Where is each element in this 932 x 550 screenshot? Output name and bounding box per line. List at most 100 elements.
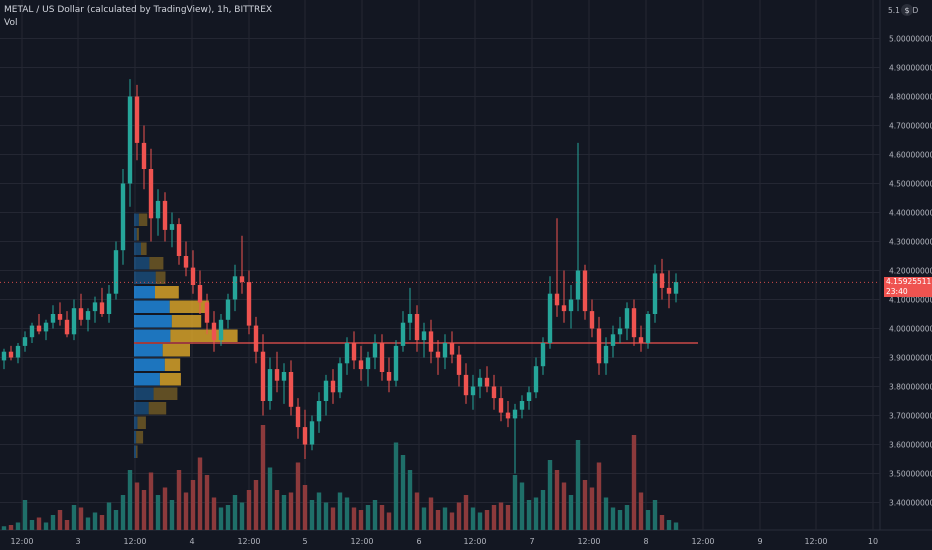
candle xyxy=(120,169,126,265)
candle xyxy=(596,316,602,375)
volume-bar xyxy=(337,492,343,530)
candle-body xyxy=(253,325,259,352)
candle-body xyxy=(666,287,672,294)
volume-bar xyxy=(1,526,7,530)
volume-bar xyxy=(176,470,182,530)
volume-bar xyxy=(666,520,672,530)
candle-body xyxy=(442,343,448,358)
volume-bar xyxy=(323,502,329,530)
profile-row-up xyxy=(134,416,138,429)
volume-legend[interactable]: Vol xyxy=(4,18,18,28)
candle xyxy=(113,241,119,300)
profile-row-up xyxy=(134,445,137,458)
volume-bar xyxy=(358,510,364,530)
candle-body xyxy=(365,357,371,370)
price-tick-label: 3.70000000 xyxy=(889,412,932,421)
volume-bar xyxy=(246,490,252,530)
volume-bar xyxy=(120,495,126,530)
candle xyxy=(1,348,7,370)
volume-bar xyxy=(673,522,679,530)
candle-body xyxy=(540,343,546,367)
volume-bar xyxy=(288,492,294,530)
candle xyxy=(197,270,203,314)
volume-bar xyxy=(274,490,280,530)
volume-bar xyxy=(470,507,476,530)
candle xyxy=(533,357,539,399)
volume-bar xyxy=(456,502,462,530)
profile-row-down xyxy=(162,344,190,357)
candle-body xyxy=(505,412,511,419)
profile-row-up xyxy=(134,344,163,357)
candle xyxy=(127,79,133,207)
price-tick-label: 4.80000000 xyxy=(889,93,932,102)
volume-bar xyxy=(442,507,448,530)
time-tick-label: 4 xyxy=(189,537,194,546)
volume-bar xyxy=(351,507,357,530)
volume-bar xyxy=(316,492,322,530)
candle xyxy=(414,305,420,352)
candle-body xyxy=(22,337,28,346)
candle-body xyxy=(652,273,658,314)
candle xyxy=(344,337,350,375)
candle-body xyxy=(400,322,406,346)
volume-bar xyxy=(43,522,49,530)
candle-body xyxy=(617,328,623,335)
volume-bar xyxy=(428,497,434,530)
candle-body xyxy=(1,351,7,361)
volume-bar xyxy=(596,462,602,530)
volume-bar xyxy=(309,500,315,530)
candle-body xyxy=(589,311,595,329)
candle-body xyxy=(372,343,378,358)
symbol-legend[interactable]: METAL / US Dollar (calculated by Trading… xyxy=(4,5,273,15)
price-tick-label: 3.50000000 xyxy=(889,470,932,479)
profile-row-up xyxy=(134,286,155,299)
volume-bar xyxy=(435,510,441,530)
candle-body xyxy=(596,328,602,364)
profile-row-down xyxy=(149,257,164,270)
profile-row-down xyxy=(164,358,181,371)
volume-bar xyxy=(652,500,658,530)
candle-body xyxy=(414,314,420,341)
profile-row-up xyxy=(134,228,137,241)
volume-bar xyxy=(281,495,287,530)
volume-bar xyxy=(232,495,238,530)
candle-body xyxy=(246,282,252,326)
candle xyxy=(239,235,245,294)
profile-row-down xyxy=(138,213,148,226)
candle-body xyxy=(288,372,294,407)
price-tick-label: 3.90000000 xyxy=(889,354,932,363)
time-tick-label: 12:00 xyxy=(691,537,714,546)
profile-row-up xyxy=(134,358,165,371)
volume-bar xyxy=(127,470,133,530)
volume-bar xyxy=(15,522,21,530)
candle-body xyxy=(225,299,231,320)
candle-body xyxy=(302,427,308,445)
candle xyxy=(260,334,266,416)
candle xyxy=(22,331,28,352)
profile-row-down xyxy=(148,402,167,415)
candle-body xyxy=(645,314,651,343)
candle-body xyxy=(78,308,84,320)
candle xyxy=(463,363,469,404)
profile-row-up xyxy=(134,300,170,313)
candle xyxy=(267,357,273,410)
candle-body xyxy=(176,224,182,256)
candle xyxy=(183,241,189,277)
candle xyxy=(589,299,595,338)
volume-bar xyxy=(330,507,336,530)
volume-bar xyxy=(659,515,665,530)
volume-bar xyxy=(8,525,14,530)
volume-bar xyxy=(421,507,427,530)
volume-bars xyxy=(1,425,679,530)
candle-body xyxy=(575,270,581,300)
candle-body xyxy=(106,293,112,314)
volume-bar xyxy=(638,492,644,530)
volume-bar xyxy=(365,505,371,530)
volume-bar xyxy=(603,497,609,530)
candle xyxy=(582,264,588,320)
profile-row-down xyxy=(155,286,179,299)
candle xyxy=(92,296,98,323)
volume-bar xyxy=(386,512,392,530)
price-tick-label: 4.50000000 xyxy=(889,180,932,189)
